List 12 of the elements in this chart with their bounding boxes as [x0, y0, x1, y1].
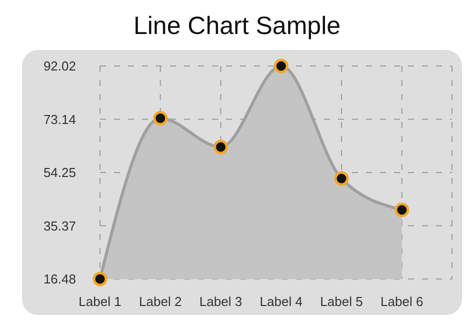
x-tick-label: Label 2 — [139, 294, 182, 310]
x-tick-label: Label 6 — [380, 294, 424, 310]
x-tick-label: Label 4 — [260, 294, 302, 310]
y-tick-label: 54.25 — [43, 165, 76, 180]
x-tick-label: Label 1 — [78, 294, 122, 310]
y-tick-label: 73.14 — [43, 112, 76, 127]
y-tick-label: 92.02 — [43, 58, 76, 74]
y-tick-label: 35.37 — [43, 218, 76, 234]
y-tick-label: 16.48 — [43, 272, 76, 287]
x-tick-label: Label 5 — [320, 294, 363, 310]
x-tick-label: Label 3 — [199, 294, 242, 310]
chart-title: Line Chart Sample — [132, 12, 342, 41]
